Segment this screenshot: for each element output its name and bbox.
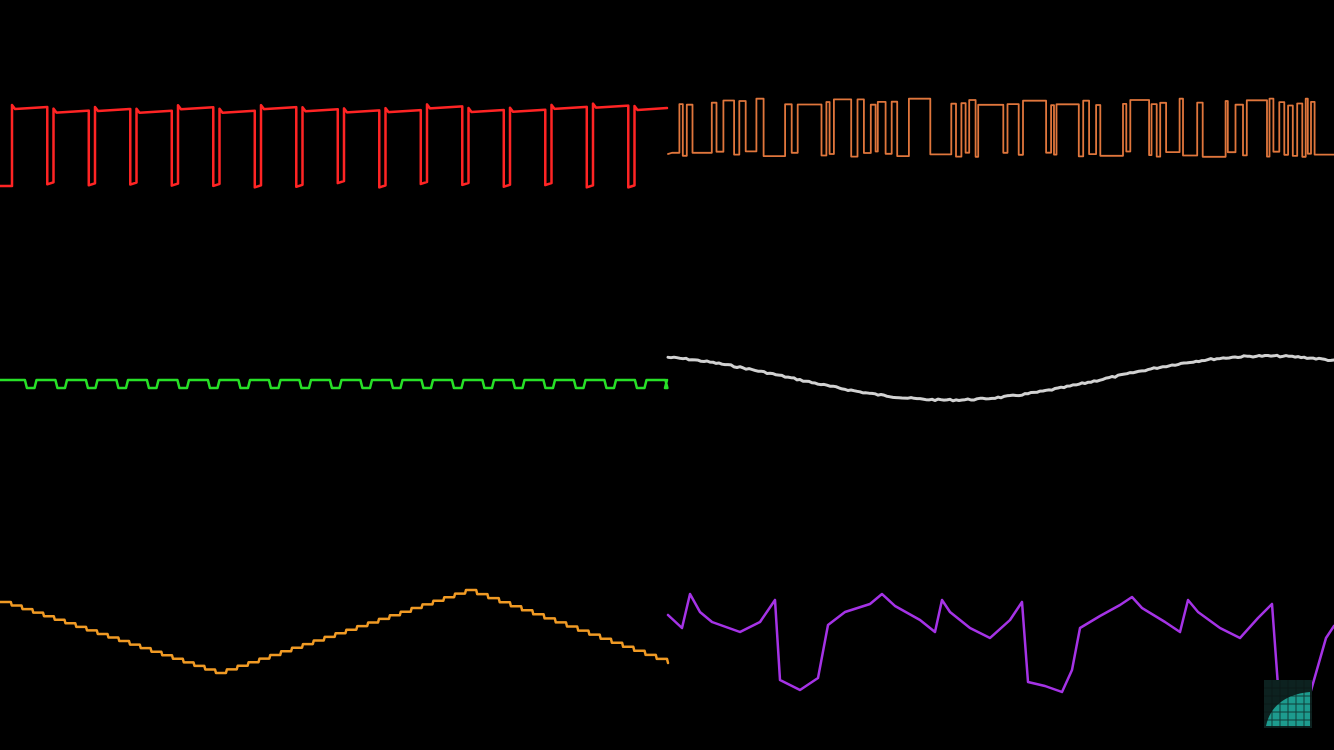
channel-pulse-2 bbox=[667, 97, 1334, 158]
wave-logo-icon bbox=[1264, 680, 1312, 728]
triangle-low-waveform bbox=[0, 378, 669, 390]
sawtooth-waveform bbox=[666, 592, 1334, 696]
pulse-1-waveform bbox=[0, 102, 669, 189]
triangle-bass-waveform bbox=[0, 588, 670, 675]
noise-soft-waveform bbox=[666, 353, 1334, 403]
channel-sawtooth bbox=[666, 592, 1334, 696]
channel-pulse-1 bbox=[0, 102, 669, 189]
channel-triangle-bass bbox=[0, 588, 670, 675]
channel-noise-soft bbox=[666, 353, 1334, 403]
channel-triangle-low bbox=[0, 378, 669, 390]
pulse-2-waveform bbox=[667, 97, 1334, 158]
